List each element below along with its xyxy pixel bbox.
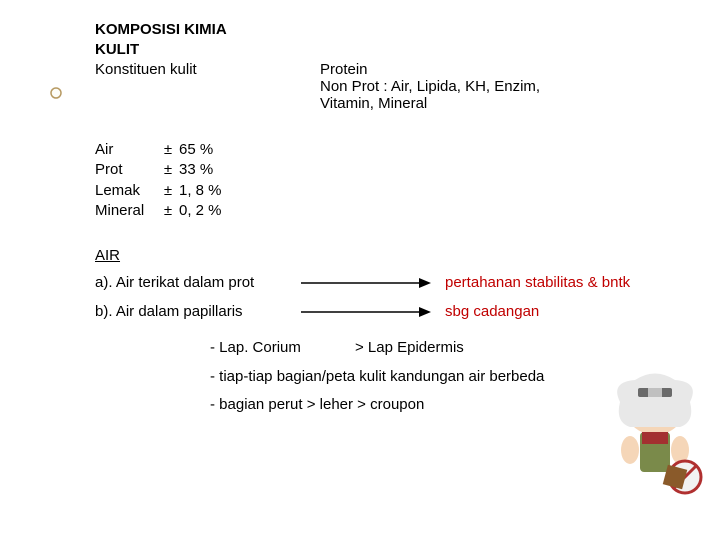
comp-name: Lemak [95,181,157,201]
comp-sign: ± [157,140,179,160]
comp-value: 65 % [179,140,239,160]
comp-name: Air [95,140,157,160]
arrow-icon [301,305,431,319]
item-b-result: sbg cadangan [445,303,539,320]
nonprot-line-2: Vitamin, Mineral [320,95,720,112]
arrow-icon [301,276,431,290]
comp-value: 1, 8 % [179,181,239,201]
bullet-icon [49,86,63,100]
comp-sign: ± [157,160,179,180]
title-line-1: KOMPOSISI KIMIA [95,20,720,40]
comp-value: 0, 2 % [179,201,239,221]
nonprot-line-1: Non Prot : Air, Lipida, KH, Enzim, [320,78,720,95]
comp-name: Mineral [95,201,157,221]
protein-label: Protein [320,61,720,78]
item-a-result: pertahanan stabilitas & bntk [445,274,630,291]
table-row: Mineral ± 0, 2 % [95,201,720,221]
air-heading: AIR [95,247,720,264]
item-a-text: a). Air terikat dalam prot [95,274,301,291]
sub-line-1b: > Lap Epidermis [355,334,464,363]
comp-value: 33 % [179,160,239,180]
item-b-text: b). Air dalam papillaris [95,303,301,320]
table-row: Air ± 65 % [95,140,720,160]
comp-name: Prot [95,160,157,180]
table-row: Lemak ± 1, 8 % [95,181,720,201]
composition-table: Air ± 65 % Prot ± 33 % Lemak ± 1, 8 % Mi… [95,140,720,221]
constituent-label: Konstituen kulit [95,61,320,112]
title-line-2: KULIT [95,40,720,60]
comp-sign: ± [157,181,179,201]
cartoon-character-icon [600,372,710,502]
sub-line-1a: - Lap. Corium [210,334,355,363]
table-row: Prot ± 33 % [95,160,720,180]
comp-sign: ± [157,201,179,221]
